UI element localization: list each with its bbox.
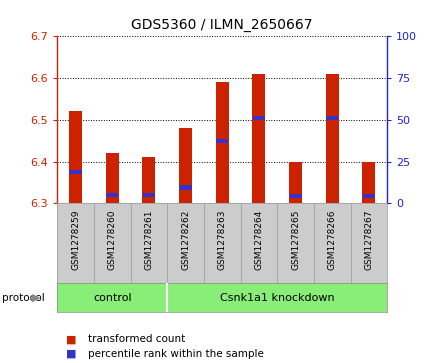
Text: GSM1278262: GSM1278262 xyxy=(181,210,190,270)
Bar xyxy=(143,193,155,197)
Bar xyxy=(106,153,119,203)
Text: Csnk1a1 knockdown: Csnk1a1 knockdown xyxy=(220,293,334,303)
Text: ■: ■ xyxy=(66,334,77,344)
Text: GSM1278263: GSM1278263 xyxy=(218,210,227,270)
Text: GSM1278264: GSM1278264 xyxy=(254,210,264,270)
Bar xyxy=(179,128,192,203)
Bar xyxy=(216,82,229,203)
Text: GSM1278266: GSM1278266 xyxy=(328,210,337,270)
Text: GSM1278267: GSM1278267 xyxy=(364,210,374,270)
Title: GDS5360 / ILMN_2650667: GDS5360 / ILMN_2650667 xyxy=(132,19,313,33)
Text: GSM1278265: GSM1278265 xyxy=(291,210,300,270)
Bar xyxy=(253,116,265,120)
Bar xyxy=(143,158,155,203)
Bar xyxy=(290,194,302,198)
Bar xyxy=(289,162,302,203)
Bar xyxy=(180,185,192,189)
Bar xyxy=(216,139,228,143)
Text: GSM1278259: GSM1278259 xyxy=(71,210,80,270)
Text: transformed count: transformed count xyxy=(88,334,185,344)
Text: GSM1278260: GSM1278260 xyxy=(108,210,117,270)
Text: GSM1278261: GSM1278261 xyxy=(144,210,154,270)
Bar xyxy=(363,162,375,203)
Bar xyxy=(69,111,82,203)
Bar xyxy=(326,74,339,203)
Text: ■: ■ xyxy=(66,349,77,359)
Bar xyxy=(70,170,82,174)
Bar xyxy=(253,74,265,203)
Bar xyxy=(106,193,118,197)
Text: control: control xyxy=(93,293,132,303)
Bar xyxy=(326,116,338,120)
Text: percentile rank within the sample: percentile rank within the sample xyxy=(88,349,264,359)
Text: ▶: ▶ xyxy=(32,293,41,303)
Bar xyxy=(363,194,375,198)
Text: protocol: protocol xyxy=(2,293,45,303)
